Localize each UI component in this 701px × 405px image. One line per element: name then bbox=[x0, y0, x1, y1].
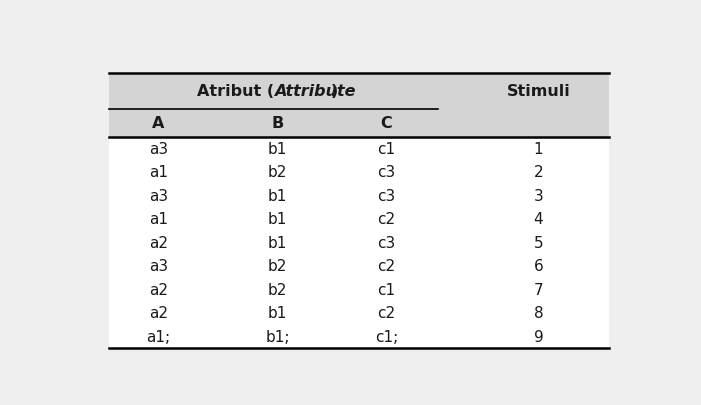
Text: b1: b1 bbox=[268, 235, 287, 250]
Text: 3: 3 bbox=[533, 188, 543, 203]
Text: b2: b2 bbox=[268, 259, 287, 274]
Text: Stimuli: Stimuli bbox=[507, 84, 571, 99]
Bar bbox=[109, 324, 609, 348]
Text: a3: a3 bbox=[149, 142, 168, 157]
Text: a2: a2 bbox=[149, 305, 168, 320]
Text: c3: c3 bbox=[377, 235, 395, 250]
Bar bbox=[109, 231, 609, 254]
Bar bbox=[109, 254, 609, 278]
Bar bbox=[109, 208, 609, 231]
Text: Atribut (: Atribut ( bbox=[196, 84, 273, 99]
Text: c1: c1 bbox=[377, 142, 395, 157]
Text: a1: a1 bbox=[149, 212, 168, 227]
Text: a1;: a1; bbox=[147, 329, 170, 344]
Text: b2: b2 bbox=[268, 282, 287, 297]
Text: 6: 6 bbox=[533, 259, 543, 274]
Text: c3: c3 bbox=[377, 165, 395, 180]
Bar bbox=[109, 74, 609, 109]
Bar bbox=[109, 109, 609, 137]
Text: 7: 7 bbox=[533, 282, 543, 297]
Text: c2: c2 bbox=[377, 212, 395, 227]
Text: a2: a2 bbox=[149, 235, 168, 250]
Text: b1: b1 bbox=[268, 212, 287, 227]
Bar bbox=[109, 301, 609, 324]
Text: 9: 9 bbox=[533, 329, 543, 344]
Bar bbox=[109, 137, 609, 161]
Text: A: A bbox=[152, 116, 165, 131]
Text: 5: 5 bbox=[533, 235, 543, 250]
Text: a3: a3 bbox=[149, 188, 168, 203]
Text: 1: 1 bbox=[533, 142, 543, 157]
Text: a2: a2 bbox=[149, 282, 168, 297]
Text: 4: 4 bbox=[533, 212, 543, 227]
Bar bbox=[109, 161, 609, 184]
Text: a1: a1 bbox=[149, 165, 168, 180]
Text: c3: c3 bbox=[377, 188, 395, 203]
Text: c1;: c1; bbox=[375, 329, 398, 344]
Bar bbox=[109, 184, 609, 208]
Text: C: C bbox=[381, 116, 393, 131]
Text: 2: 2 bbox=[533, 165, 543, 180]
Text: b1: b1 bbox=[268, 305, 287, 320]
Bar bbox=[109, 278, 609, 301]
Text: b2: b2 bbox=[268, 165, 287, 180]
Text: a3: a3 bbox=[149, 259, 168, 274]
Text: Attribute: Attribute bbox=[273, 84, 355, 99]
Text: 8: 8 bbox=[533, 305, 543, 320]
Text: c2: c2 bbox=[377, 305, 395, 320]
Text: b1;: b1; bbox=[266, 329, 290, 344]
Text: ): ) bbox=[331, 84, 338, 99]
Text: c2: c2 bbox=[377, 259, 395, 274]
Text: c1: c1 bbox=[377, 282, 395, 297]
Text: b1: b1 bbox=[268, 188, 287, 203]
Text: b1: b1 bbox=[268, 142, 287, 157]
Text: B: B bbox=[272, 116, 284, 131]
